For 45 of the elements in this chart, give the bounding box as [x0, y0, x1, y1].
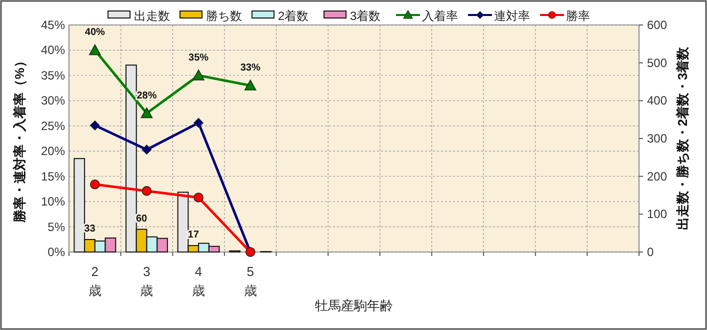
data-label: 40% [84, 27, 106, 38]
y-tick-label: 25% [40, 118, 66, 133]
y2-tick-label: 200 [647, 169, 668, 184]
data-label: 28% [136, 90, 157, 102]
legend-label: 出走数 [134, 9, 170, 23]
y2-tick-label: 600 [647, 18, 668, 32]
y2-tick-label: 300 [647, 132, 668, 146]
legend-label: 入着率 [422, 9, 458, 23]
y2-axis-title: 出走数・勝ち数・2着数・3着数 [675, 46, 690, 230]
x-axis-title: 牡馬産駒年齢 [315, 298, 393, 313]
point [194, 192, 204, 202]
point [142, 186, 152, 196]
point [89, 44, 101, 56]
y-tick-label: 15% [40, 169, 66, 184]
point [142, 144, 152, 154]
y-axis-title: 勝率・連対率・入着率（%） [12, 54, 27, 224]
y2-tick-label: 100 [647, 207, 668, 222]
point [140, 107, 153, 118]
y-tick-label: 35% [40, 68, 66, 82]
x-tick-label: 2 歳 [88, 264, 102, 298]
y-tick-label: 45% [40, 18, 66, 32]
y2-tick-label: 400 [647, 94, 668, 108]
y-tick-label: 0% [48, 245, 66, 259]
y2-tick-label: 0 [647, 245, 654, 259]
point [244, 80, 256, 90]
legend-label: 連対率 [494, 9, 530, 23]
data-label: 35% [188, 52, 209, 64]
x-tick-label: 5 歳 [244, 264, 257, 298]
y-tick-label: 5% [48, 220, 66, 234]
x-tick-label: 4 歳 [192, 264, 206, 298]
data-label: 33% [240, 62, 260, 74]
legend-label: 勝率 [566, 9, 590, 23]
y-tick-label: 10% [40, 194, 66, 209]
point [192, 70, 204, 80]
y-tick-label: 20% [40, 144, 66, 158]
x-tick-label: 3 歳 [140, 264, 154, 298]
y-tick-label: 40% [40, 43, 66, 58]
legend-label: 勝ち数 [206, 9, 242, 23]
legend-label: 2着数 [278, 9, 309, 23]
y2-tick-label: 500 [647, 56, 668, 70]
point [90, 120, 100, 130]
legend-label: 3着数 [350, 9, 381, 23]
point [90, 180, 100, 190]
point [194, 118, 204, 128]
y-tick-label: 30% [40, 94, 66, 108]
